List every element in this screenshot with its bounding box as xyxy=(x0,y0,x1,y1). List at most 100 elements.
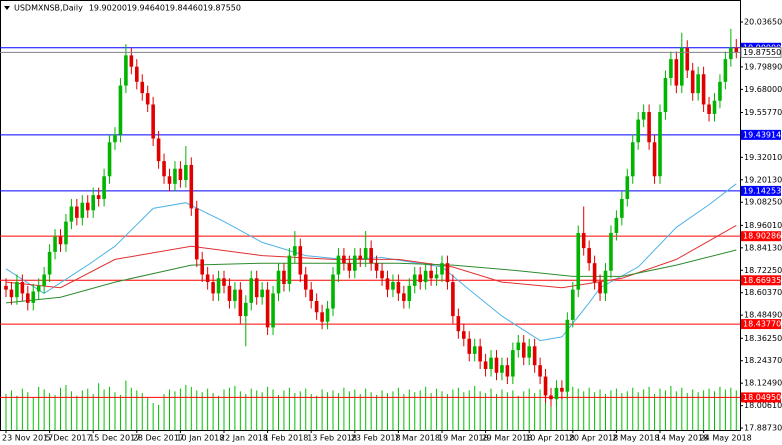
candle-body xyxy=(314,300,319,313)
candle-body xyxy=(276,270,281,294)
level-label-box xyxy=(741,392,781,403)
candle-body xyxy=(129,55,134,67)
candle-body xyxy=(358,255,363,260)
candle-body xyxy=(156,138,161,162)
candle-body xyxy=(549,395,553,400)
candle-body xyxy=(64,221,68,245)
candle-body xyxy=(135,66,139,82)
y-tick-label: 19.79890 xyxy=(744,62,782,71)
candle-body xyxy=(658,112,662,177)
y-tick-label: 18.60370 xyxy=(744,288,782,297)
x-tick-label: 14 May 2018 xyxy=(656,434,708,443)
candle-body xyxy=(113,134,117,143)
candle-body xyxy=(402,293,406,301)
candle-body xyxy=(69,206,74,222)
x-tick-label: 13 Feb 2018 xyxy=(307,434,357,443)
candle-body xyxy=(532,346,537,366)
candle-body xyxy=(287,255,292,284)
ohlc-value: 19.94640 xyxy=(127,4,165,13)
moving-average xyxy=(5,224,737,289)
candle-body xyxy=(222,278,226,286)
candle-body xyxy=(560,387,564,392)
candle-body xyxy=(674,59,679,86)
candle-body xyxy=(184,164,188,181)
candle-body xyxy=(151,104,155,139)
candle-body xyxy=(303,274,308,290)
candle-body xyxy=(227,285,232,301)
candle-body xyxy=(391,282,395,290)
level-label: 18.04950 xyxy=(743,393,781,402)
candle-body xyxy=(505,365,510,377)
candle-body xyxy=(189,164,194,209)
candle-body xyxy=(412,274,417,286)
x-tick-label: 19 Mar 2018 xyxy=(438,434,489,443)
candle-body xyxy=(511,350,515,377)
candle-body xyxy=(216,278,221,294)
level-label-box xyxy=(741,231,781,242)
candle-body xyxy=(630,142,635,177)
candle-body xyxy=(53,236,57,252)
y-tick-label: 18.00610 xyxy=(744,401,782,410)
candle-body xyxy=(554,387,559,400)
candle-body xyxy=(456,316,461,332)
candle-body xyxy=(423,270,428,283)
candle-body xyxy=(429,270,433,279)
candle-body xyxy=(538,365,542,377)
candle-body xyxy=(707,104,711,114)
candle-body xyxy=(576,232,581,290)
candle-body xyxy=(309,289,313,301)
x-tick-label: 7 Mar 2018 xyxy=(394,434,440,443)
candle-body xyxy=(353,255,357,271)
candle-body xyxy=(320,312,324,322)
candle-body xyxy=(265,289,270,328)
candle-body xyxy=(418,274,422,283)
candle-body xyxy=(118,85,123,135)
candle-body xyxy=(173,168,177,184)
ohlc-value: 19.90200 xyxy=(89,4,127,13)
candle-body xyxy=(521,342,526,358)
candle-body xyxy=(625,176,630,199)
ohlc-value: 19.87550 xyxy=(203,4,241,13)
y-tick-label: 19.32010 xyxy=(744,153,782,162)
y-tick-label: 19.20130 xyxy=(744,175,782,184)
candle-body xyxy=(47,251,52,275)
level-label: 19.43914 xyxy=(743,130,781,139)
candle-body xyxy=(587,248,591,264)
candle-body xyxy=(20,282,25,294)
ohlc-value: 19.84460 xyxy=(165,4,203,13)
candle-body xyxy=(543,376,548,396)
candle-body xyxy=(194,208,199,260)
candle-body xyxy=(238,289,243,317)
candle-body xyxy=(696,74,700,94)
y-tick-label: 18.72250 xyxy=(744,266,782,275)
candle-body xyxy=(598,282,602,294)
candle-body xyxy=(102,176,106,199)
y-tick-label: 18.84130 xyxy=(744,243,782,252)
y-tick-label: 18.36250 xyxy=(744,334,782,343)
x-tick-label: 10 Apr 2018 xyxy=(525,434,574,443)
candle-body xyxy=(516,342,521,351)
x-tick-label: 23 Nov 2017 xyxy=(2,434,53,443)
candle-body xyxy=(565,319,570,392)
menu-arrow xyxy=(4,6,10,10)
x-tick-label: 5 Dec 2017 xyxy=(46,434,92,443)
x-tick-label: 20 Apr 2018 xyxy=(569,434,618,443)
candle-body xyxy=(4,285,8,290)
candle-body xyxy=(494,357,499,373)
candle-body xyxy=(293,246,297,256)
x-tick-label: 29 Mar 2018 xyxy=(482,434,533,443)
candle-body xyxy=(96,195,101,199)
level-label: 19.14253 xyxy=(743,186,781,195)
candle-body xyxy=(162,161,166,177)
candle-body xyxy=(260,289,264,298)
candle-body xyxy=(205,274,210,283)
candle-body xyxy=(374,263,379,271)
candle-body xyxy=(325,308,330,322)
candle-body xyxy=(690,70,695,94)
x-tick-label: 2 May 2018 xyxy=(612,434,659,443)
y-tick-label: 19.55770 xyxy=(744,108,782,117)
candle-body xyxy=(462,331,466,339)
level-label-box xyxy=(741,275,781,286)
y-tick-label: 19.08250 xyxy=(744,198,782,207)
